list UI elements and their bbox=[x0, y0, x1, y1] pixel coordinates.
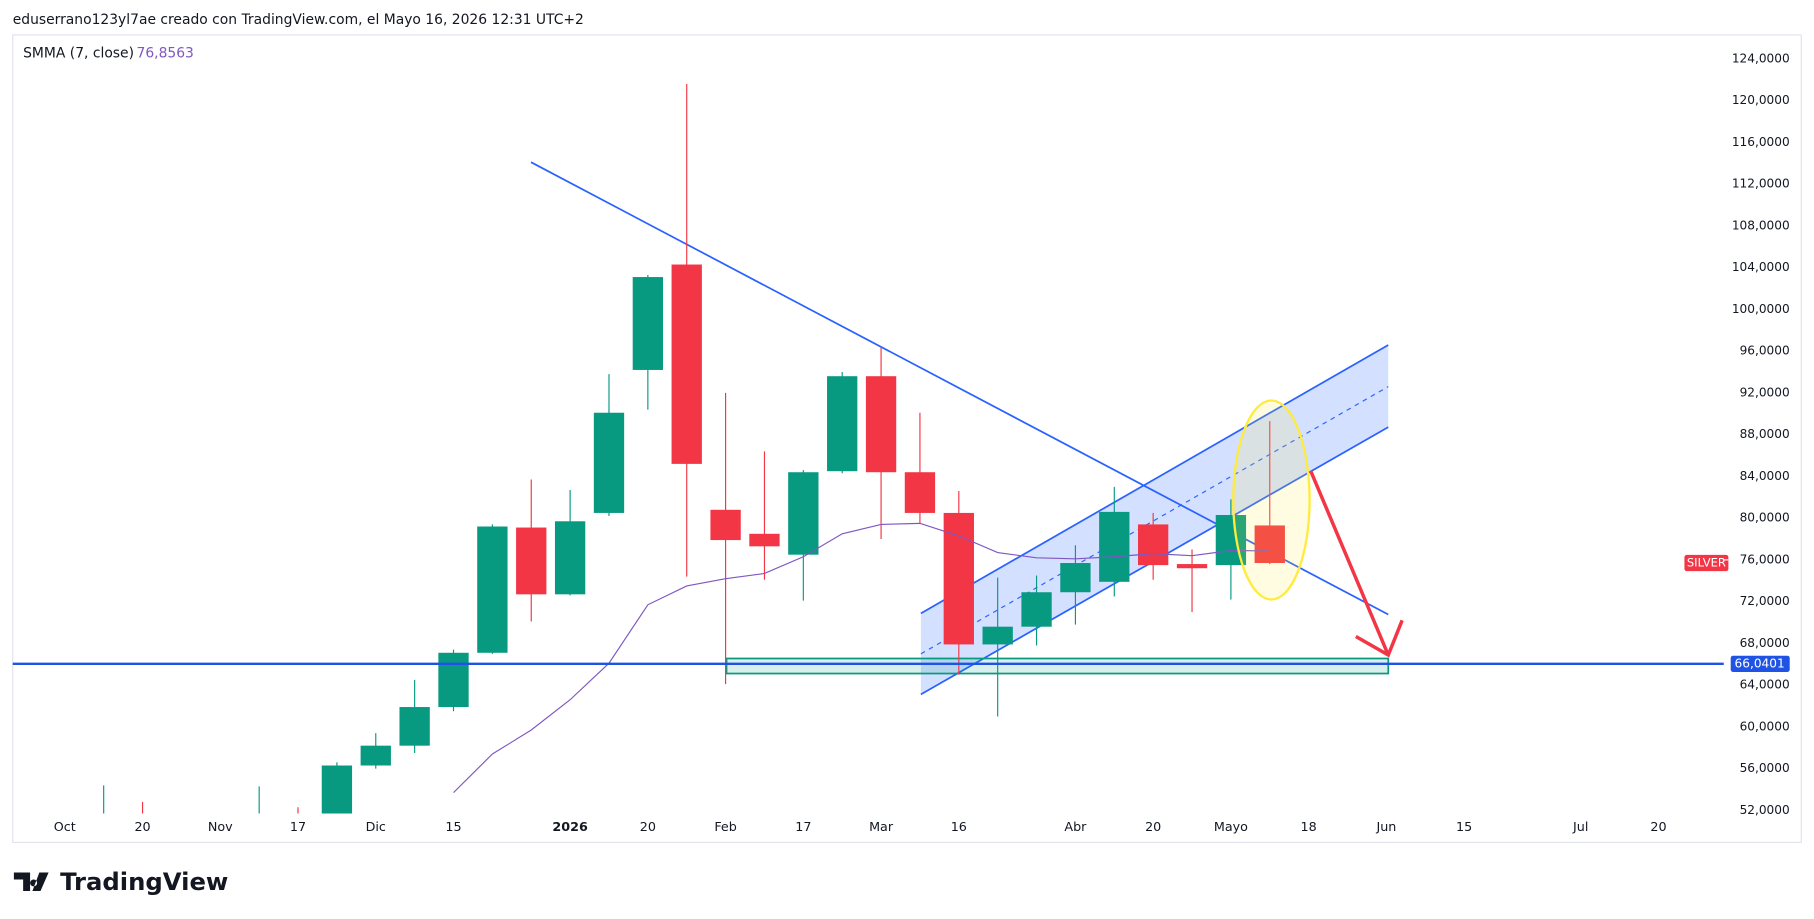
y-tick-label: 112,0000 bbox=[1732, 177, 1790, 191]
y-tick-label: 88,0000 bbox=[1740, 427, 1790, 441]
candle-body bbox=[1137, 524, 1169, 566]
arrow-head bbox=[1355, 619, 1404, 658]
candle-body bbox=[943, 512, 974, 645]
y-tick-label: 76,0000 bbox=[1740, 552, 1790, 566]
x-tick-label: Jun bbox=[1375, 819, 1396, 834]
x-tick-label: Dic bbox=[366, 819, 386, 834]
candle-body bbox=[710, 509, 741, 541]
candle-body bbox=[1021, 592, 1052, 627]
logo: TradingView bbox=[60, 867, 228, 896]
y-tick-label: 84,0000 bbox=[1740, 469, 1790, 483]
y-tick-label: 104,0000 bbox=[1732, 260, 1790, 274]
y-tick-label: 124,0000 bbox=[1732, 51, 1790, 65]
y-tick-label: 80,0000 bbox=[1740, 511, 1790, 525]
support-zone bbox=[725, 657, 1390, 675]
x-tick-label: 16 bbox=[951, 819, 967, 834]
x-tick-label: 20 bbox=[134, 819, 150, 834]
y-tick-label: 52,0000 bbox=[1740, 803, 1790, 817]
annotations bbox=[1232, 399, 1404, 658]
x-tick-label: Oct bbox=[54, 819, 76, 834]
indicator-line bbox=[453, 522, 1270, 794]
indicator-name: SMMA (7, close) bbox=[23, 45, 134, 61]
x-tick-label: 20 bbox=[640, 819, 656, 834]
x-tick-label: Feb bbox=[714, 819, 737, 834]
candle-body bbox=[788, 472, 819, 555]
y-tick-label: 100,0000 bbox=[1732, 302, 1790, 316]
candle-body bbox=[671, 264, 702, 464]
logo-mark bbox=[13, 872, 49, 892]
hline-tag bbox=[1730, 655, 1790, 672]
candle-body bbox=[1176, 564, 1208, 569]
candle-body bbox=[1254, 525, 1285, 564]
x-tick-label: 2026 bbox=[552, 819, 588, 834]
y-tick-label: 116,0000 bbox=[1732, 135, 1790, 149]
x-tick-label: 17 bbox=[290, 819, 306, 834]
x-tick-label: Nov bbox=[208, 819, 233, 834]
frame bbox=[12, 34, 1802, 844]
x-tick-label: Jul bbox=[1572, 819, 1588, 834]
symbol-tag bbox=[1684, 554, 1729, 572]
hline-label: 66,0401 bbox=[1735, 656, 1785, 670]
x-tick-label: Abr bbox=[1064, 819, 1087, 834]
x-tick-label: Mayo bbox=[1214, 819, 1248, 834]
arrow-shaft bbox=[1309, 470, 1390, 656]
x-tick-label: 15 bbox=[445, 819, 461, 834]
y-tick-label: 108,0000 bbox=[1732, 218, 1790, 232]
y-tick-label: 72,0000 bbox=[1740, 594, 1790, 608]
candle-body bbox=[904, 472, 936, 513]
candle-body bbox=[1099, 511, 1130, 582]
candle-body bbox=[360, 745, 391, 766]
candle-body bbox=[982, 626, 1013, 645]
highlight-ellipse bbox=[1232, 399, 1311, 601]
symbol-label: SILVER bbox=[1687, 556, 1726, 570]
candle-body bbox=[865, 376, 897, 473]
candle-body bbox=[749, 533, 780, 547]
candles bbox=[103, 83, 1285, 814]
x-tick-label: 20 bbox=[1145, 819, 1161, 834]
header: eduserrano123yl7ae creado con TradingVie… bbox=[13, 12, 584, 28]
y-tick-label: 96,0000 bbox=[1740, 344, 1790, 358]
y-tick-label: 68,0000 bbox=[1740, 636, 1790, 650]
y-tick-label: 64,0000 bbox=[1740, 678, 1790, 692]
x-tick-label: 18 bbox=[1301, 819, 1317, 834]
channel-upper bbox=[920, 344, 1389, 615]
candle-body bbox=[554, 521, 586, 595]
x-tick-label: Mar bbox=[869, 819, 894, 834]
channel-mid bbox=[920, 386, 1389, 655]
candle-body bbox=[827, 376, 858, 472]
x-tick-label: 17 bbox=[795, 819, 811, 834]
indicator-value: 76,8563 bbox=[137, 45, 194, 61]
x-tick-label: 20 bbox=[1650, 819, 1666, 834]
y-tick-label: 120,0000 bbox=[1732, 93, 1790, 107]
candle-body bbox=[438, 652, 469, 708]
y-tick-label: 92,0000 bbox=[1740, 385, 1790, 399]
candle-body bbox=[516, 527, 547, 595]
candle-body bbox=[321, 765, 353, 814]
candle-body bbox=[477, 526, 508, 653]
candle-body bbox=[632, 277, 664, 370]
overlays: 66,0401 SILVER bbox=[12, 554, 1790, 672]
candle-body bbox=[1060, 563, 1091, 593]
candle-body bbox=[593, 412, 625, 513]
y-tick-label: 56,0000 bbox=[1740, 761, 1790, 775]
y-tick-label: 60,0000 bbox=[1740, 719, 1790, 733]
candle-body bbox=[399, 707, 430, 746]
x-tick-label: 15 bbox=[1456, 819, 1472, 834]
